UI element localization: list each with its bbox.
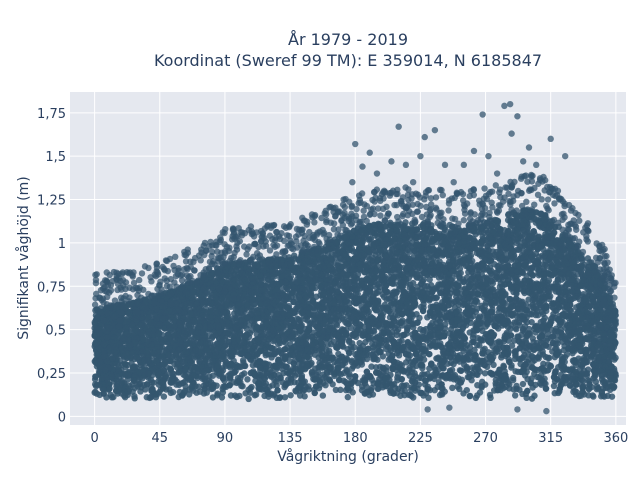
data-point xyxy=(523,272,530,280)
data-point xyxy=(590,393,597,400)
data-point xyxy=(296,392,304,399)
data-points xyxy=(91,100,619,415)
data-point xyxy=(436,391,444,399)
data-point xyxy=(107,391,114,399)
chart-title-line1: År 1979 - 2019 xyxy=(288,30,408,49)
data-point xyxy=(137,388,144,395)
data-point xyxy=(577,365,584,372)
data-point xyxy=(449,384,456,392)
data-point xyxy=(475,274,482,281)
data-point xyxy=(584,255,592,262)
data-point xyxy=(227,392,235,399)
data-point xyxy=(387,219,394,227)
data-point xyxy=(186,386,193,393)
data-point xyxy=(252,391,260,398)
data-point xyxy=(386,331,393,339)
chart-title-line2: Koordinat (Sweref 99 TM): E 359014, N 61… xyxy=(154,51,542,70)
data-point xyxy=(344,393,352,401)
data-point xyxy=(528,318,535,326)
data-point xyxy=(368,363,375,370)
data-point xyxy=(240,338,247,346)
data-point xyxy=(283,363,291,371)
data-point xyxy=(519,380,527,388)
data-point xyxy=(474,381,481,389)
data-point xyxy=(250,301,258,308)
data-point xyxy=(481,370,489,377)
data-point xyxy=(337,386,344,394)
data-point xyxy=(504,216,512,224)
data-point xyxy=(406,372,413,379)
data-point xyxy=(476,389,484,396)
